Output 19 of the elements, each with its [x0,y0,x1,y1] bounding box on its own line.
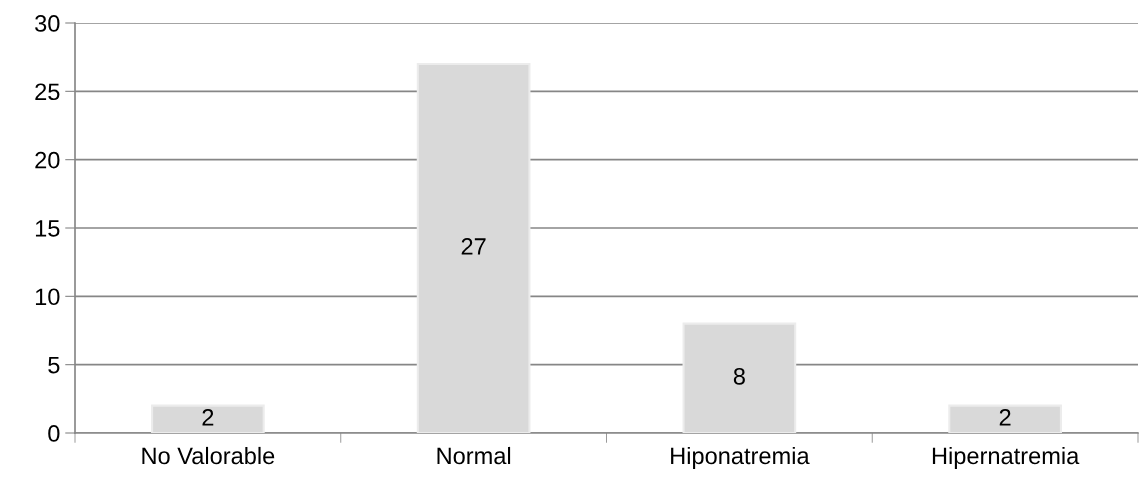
y-tick-label: 0 [48,425,60,442]
y-tick-label: 5 [48,356,60,374]
x-tick-label: Normal [437,446,511,465]
bar [151,404,265,433]
x-tick-label: Hipernatremia [932,446,1080,469]
y-tick-label: 15 [35,220,60,237]
y-tick-label: 25 [35,83,60,101]
y-tick-label: 10 [35,288,60,306]
x-tick-label: No Valorable [142,446,275,465]
bar [416,62,531,433]
data-label: 2 [202,408,214,426]
bar [682,322,797,433]
y-tick-label: 20 [35,151,60,169]
data-label: 8 [733,367,745,385]
data-label: 2 [999,408,1011,426]
x-tick-label: Hiponatremia [671,446,810,469]
y-tick-label: 30 [35,15,60,32]
data-label: 27 [461,238,486,255]
bar [948,404,1062,433]
